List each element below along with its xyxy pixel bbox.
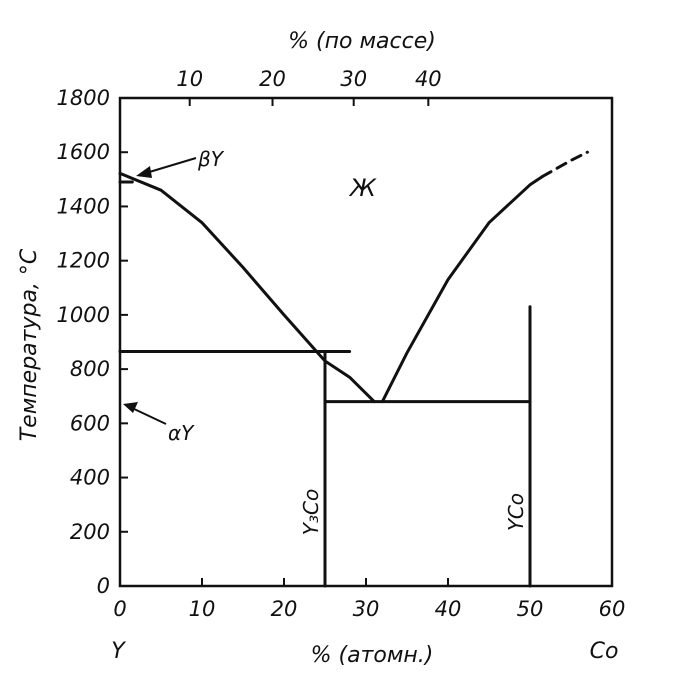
x-axis-title: % (атомн.) [311,643,434,668]
y-tick-label: 1200 [57,249,110,273]
left-element-label: Y [111,639,126,664]
x-tick-label: 50 [517,597,544,621]
y3co-label: Y₃Co [299,489,323,535]
x-tick-label: 40 [435,597,462,621]
y-tick-label: 1800 [57,86,110,110]
x2-tick-label: 40 [415,67,442,91]
phase-boundary-1 [380,175,544,404]
y-ticks: 0 200 400 600 800 1000 1200 1400 1600 1800 [57,86,128,598]
x-tick-label: 60 [599,597,626,621]
phase-boundary-2 [540,150,589,179]
x2-tick-label: 20 [259,67,286,91]
y-tick-label: 600 [70,411,110,435]
x-tick-label: 10 [189,597,216,621]
x2-tick-label: 30 [340,67,367,91]
x-tick-label: 20 [271,597,298,621]
x-tick-label: 30 [353,597,380,621]
y-tick-label: 800 [70,357,110,381]
y-tick-label: 1000 [57,303,110,327]
y-axis-title: Температура, °С [17,248,42,441]
y-tick-label: 400 [70,466,110,490]
x2-axis-title: % (по массе) [288,29,436,54]
phase-boundary-0 [118,171,376,404]
yco-label: YCo [504,493,528,531]
x-tick-label: 0 [113,597,126,621]
series-layer [118,150,589,588]
x2-ticks: 10 20 30 40 [176,67,442,106]
beta-y-arrow [136,157,197,178]
right-element-label: Co [590,639,619,664]
alpha-y-arrow [123,402,167,425]
x2-tick-label: 10 [176,67,203,91]
x-ticks: 0 10 20 30 40 50 60 [113,578,625,621]
y-tick-label: 200 [70,520,110,544]
beta-y-label: βY [197,147,225,171]
y-tick-label: 0 [97,574,110,598]
y-tick-label: 1600 [57,140,110,164]
liquid-region-label: Ж [348,174,377,202]
alpha-y-label: αY [168,421,195,445]
y-tick-label: 1400 [57,194,110,218]
plot-frame [118,96,614,588]
